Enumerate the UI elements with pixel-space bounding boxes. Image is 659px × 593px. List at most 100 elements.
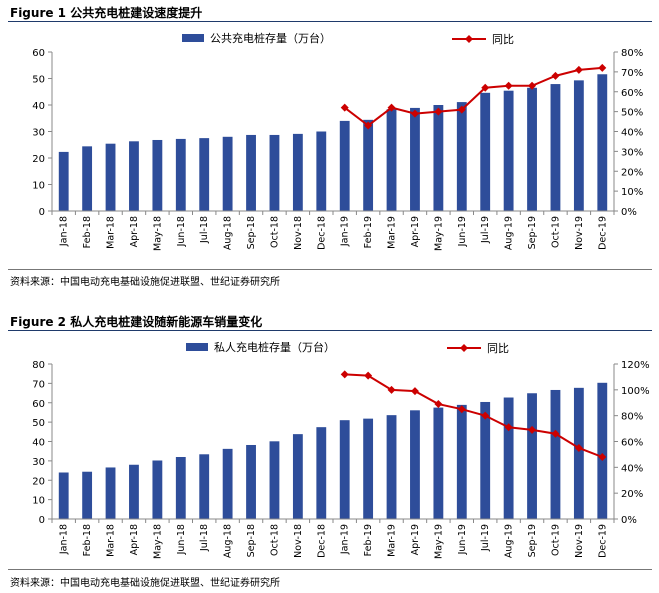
bar bbox=[246, 444, 256, 519]
yoy-marker bbox=[598, 63, 607, 72]
x-axis-tick-label: Aug-18 bbox=[223, 216, 234, 250]
x-axis-tick-label: Sep-18 bbox=[246, 524, 257, 557]
x-axis-tick-label: Apr-19 bbox=[410, 524, 421, 555]
x-axis-tick-label: Dec-19 bbox=[597, 524, 608, 558]
legend-bar-swatch bbox=[182, 34, 204, 42]
x-axis-tick-label: Dec-18 bbox=[316, 216, 327, 250]
right-axis-tick-label: 100% bbox=[621, 386, 650, 397]
x-axis-tick-label: Mar-19 bbox=[387, 524, 398, 557]
right-axis-tick-label: 0% bbox=[621, 515, 637, 526]
x-axis-tick-label: Oct-19 bbox=[550, 524, 561, 556]
bar bbox=[550, 389, 561, 519]
bar bbox=[550, 84, 561, 211]
x-axis-tick-label: Oct-18 bbox=[269, 216, 280, 248]
x-axis-tick-label: May-19 bbox=[433, 216, 444, 251]
yoy-marker bbox=[528, 81, 537, 90]
figure1-title-rule bbox=[8, 21, 652, 22]
legend-bar-swatch bbox=[186, 343, 208, 351]
bar bbox=[480, 401, 491, 519]
bar bbox=[58, 151, 69, 211]
yoy-marker bbox=[410, 387, 419, 396]
left-axis-tick-label: 80 bbox=[32, 360, 45, 371]
figure2-chart: 0 10 20 30 40 50 60 70 80 0% 20% 40% 60% 80% 100% 120% J… bbox=[32, 340, 650, 559]
bar bbox=[573, 387, 584, 519]
x-axis-tick-label: Jan-18 bbox=[59, 524, 70, 555]
yoy-marker bbox=[574, 443, 583, 452]
bar bbox=[597, 74, 608, 211]
x-axis-tick-label: Jul-19 bbox=[480, 216, 491, 244]
bar bbox=[386, 415, 397, 519]
bar bbox=[456, 404, 467, 519]
x-axis-tick-label: Jan-19 bbox=[340, 216, 351, 247]
legend-line-marker bbox=[465, 35, 473, 43]
bar bbox=[433, 105, 444, 211]
right-axis-tick-label: 10% bbox=[621, 187, 643, 198]
left-axis-tick-label: 30 bbox=[32, 457, 45, 468]
yoy-marker bbox=[457, 405, 466, 414]
yoy-marker bbox=[364, 121, 373, 130]
bar bbox=[152, 460, 163, 519]
bar bbox=[82, 471, 93, 519]
bar bbox=[199, 454, 210, 519]
bar bbox=[503, 397, 514, 519]
bar bbox=[129, 464, 139, 519]
bar bbox=[292, 133, 303, 211]
legend-bar-label: 公共充电桩存量（万台） bbox=[210, 31, 331, 45]
left-axis-tick-label: 70 bbox=[32, 379, 45, 390]
bar bbox=[269, 134, 280, 211]
bar bbox=[386, 109, 397, 211]
right-axis-tick-label: 20% bbox=[621, 489, 643, 500]
x-axis-tick-label: Mar-18 bbox=[106, 524, 117, 557]
x-axis-tick-label: Nov-19 bbox=[574, 524, 585, 558]
bar bbox=[269, 441, 280, 519]
left-axis-tick-label: 10 bbox=[32, 496, 45, 507]
yoy-marker bbox=[598, 453, 607, 461]
yoy-marker bbox=[481, 83, 490, 92]
left-axis-tick-label: 50 bbox=[32, 418, 45, 429]
yoy-marker bbox=[481, 411, 490, 420]
bar bbox=[316, 427, 327, 519]
yoy-marker bbox=[387, 103, 396, 112]
figure2-title: Figure 2 私人充电桩建设随新能源车销量变化 bbox=[10, 315, 263, 329]
right-axis-tick-label: 0% bbox=[621, 207, 637, 218]
x-axis-tick-label: Aug-18 bbox=[223, 524, 234, 558]
x-axis-tick-label: Jun-19 bbox=[457, 524, 468, 555]
right-axis-tick-label: 60% bbox=[621, 88, 643, 99]
bar bbox=[82, 146, 93, 211]
x-axis-tick-label: Feb-19 bbox=[363, 524, 374, 556]
yoy-marker bbox=[528, 425, 537, 434]
left-axis-tick-label: 20 bbox=[32, 154, 45, 165]
x-axis-tick-label: Sep-19 bbox=[527, 524, 538, 557]
bar bbox=[597, 382, 608, 519]
figure2-source-rule bbox=[8, 569, 652, 570]
bar bbox=[363, 119, 374, 211]
figure1-source-rule bbox=[8, 269, 652, 270]
right-axis-tick-label: 70% bbox=[621, 68, 643, 79]
bar bbox=[410, 410, 420, 519]
yoy-marker bbox=[387, 385, 396, 394]
x-axis-tick-label: Jan-19 bbox=[340, 524, 351, 555]
left-axis-tick-label: 40 bbox=[32, 438, 45, 449]
bar bbox=[105, 467, 116, 519]
right-axis-tick-label: 30% bbox=[621, 147, 643, 158]
bar bbox=[222, 448, 233, 519]
figure1-title: Figure 1 公共充电桩建设速度提升 bbox=[10, 6, 203, 20]
x-axis-tick-label: Nov-18 bbox=[293, 216, 304, 250]
x-axis-tick-label: Feb-19 bbox=[363, 216, 374, 248]
right-axis-tick-label: 20% bbox=[621, 167, 643, 178]
x-axis-tick-label: Jul-19 bbox=[480, 524, 491, 552]
bar bbox=[410, 107, 420, 211]
bar bbox=[456, 102, 467, 211]
bar bbox=[246, 134, 256, 211]
bar bbox=[175, 138, 186, 211]
x-axis-tick-label: Oct-18 bbox=[269, 524, 280, 556]
right-axis-tick-label: 50% bbox=[621, 108, 643, 119]
bar bbox=[292, 434, 303, 519]
bar bbox=[175, 457, 186, 519]
right-axis-tick-label: 40% bbox=[621, 463, 643, 474]
bar bbox=[339, 120, 350, 211]
bar bbox=[199, 138, 210, 211]
x-axis-tick-label: Jun-18 bbox=[176, 216, 187, 247]
bar bbox=[527, 393, 537, 519]
bar bbox=[129, 141, 139, 211]
